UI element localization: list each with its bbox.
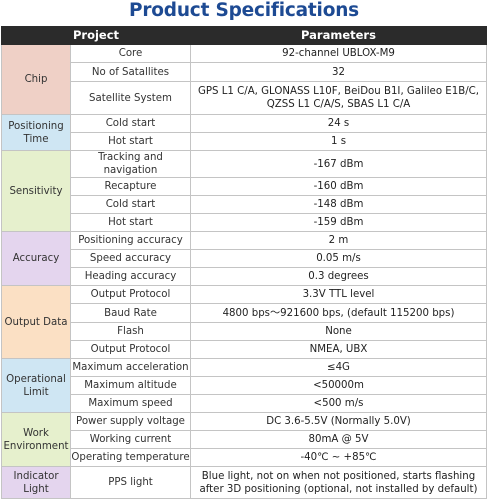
param-label: Recapture (70, 177, 191, 196)
param-value: 92-channel UBLOX-M9 (190, 44, 487, 63)
param-value: -40℃ ~ +85℃ (190, 448, 487, 467)
table-row: Recapture -160 dBm (2, 177, 487, 196)
param-value: 0.3 degrees (190, 267, 487, 286)
table-row: No of Satallites 32 (2, 62, 487, 82)
param-label: No of Satallites (70, 62, 191, 82)
param-label: Baud Rate (70, 303, 191, 323)
param-value: -167 dBm (190, 150, 487, 178)
param-label: Output Protocol (70, 340, 191, 359)
page-title: Product Specifications (129, 0, 359, 21)
table-row: Work Environment Power supply voltage DC… (1, 412, 487, 467)
parameters-header: Parameters (190, 26, 487, 45)
table-row: Hot start -159 dBm (2, 213, 487, 232)
table-row: Indicator Light PPS light Blue light, no… (1, 466, 487, 499)
param-label: PPS light (70, 466, 191, 499)
category-positioning-time: Positioning Time (1, 114, 71, 151)
param-value: <500 m/s (190, 394, 487, 413)
param-label: Hot start (70, 132, 191, 151)
category-work-environment: Work Environment (1, 412, 71, 467)
table-row: Maximum altitude <50000m (2, 376, 487, 395)
param-label: Positioning accuracy (70, 231, 191, 250)
category-accuracy: Accuracy (1, 231, 71, 286)
param-label: Power supply voltage (70, 412, 191, 431)
param-label: Maximum altitude (70, 376, 191, 395)
table-row: Satellite System GPS L1 C/A, GLONASS L10… (2, 81, 487, 115)
param-label: Heading accuracy (70, 267, 191, 286)
param-value: -148 dBm (190, 195, 487, 214)
param-value: 24 s (190, 114, 487, 133)
param-value: 4800 bps～921600 bps, (default 115200 bps… (190, 303, 487, 323)
param-label: Cold start (70, 114, 191, 133)
spec-table: Project Parameters Chip Core 92-channel … (1, 26, 487, 499)
param-value: -159 dBm (190, 213, 487, 232)
param-value: NMEA, UBX (190, 340, 487, 359)
param-value: 0.05 m/s (190, 249, 487, 268)
table-row: Sensitivity Tracking and navigation -167… (1, 150, 487, 232)
param-label: Core (70, 44, 191, 63)
param-value: Blue light, not on when not positioned, … (190, 466, 487, 499)
param-label: Operating temperature (70, 448, 191, 467)
category-output-data: Output Data (1, 285, 71, 359)
param-value: -160 dBm (190, 177, 487, 196)
table-row: Speed accuracy 0.05 m/s (2, 249, 487, 268)
table-row: Heading accuracy 0.3 degrees (2, 267, 487, 286)
table-row: Positioning Time Cold start 24 s (1, 114, 487, 151)
table-row: Flash None (2, 322, 487, 341)
param-label: Output Protocol (70, 285, 191, 304)
param-label: Speed accuracy (70, 249, 191, 268)
param-value: 80mA @ 5V (190, 430, 487, 449)
table-row: Accuracy Positioning accuracy 2 m (1, 231, 487, 286)
param-value: GPS L1 C/A, GLONASS L10F, BeiDou B1I, Ga… (190, 81, 487, 115)
param-label: Maximum speed (70, 394, 191, 413)
param-label: Cold start (70, 195, 191, 214)
table-row: Maximum speed <500 m/s (2, 394, 487, 413)
category-sensitivity: Sensitivity (1, 150, 71, 232)
param-value: None (190, 322, 487, 341)
table-header-row: Project Parameters (1, 26, 487, 45)
param-label: Maximum acceleration (70, 358, 191, 377)
param-label: Working current (70, 430, 191, 449)
category-indicator-light: Indicator Light (1, 466, 71, 499)
table-row: Baud Rate 4800 bps～921600 bps, (default … (2, 303, 487, 323)
table-row: Output Protocol NMEA, UBX (2, 340, 487, 359)
param-value: <50000m (190, 376, 487, 395)
param-label: Hot start (70, 213, 191, 232)
param-value: 3.3V TTL level (190, 285, 487, 304)
param-value: DC 3.6-5.5V (Normally 5.0V) (190, 412, 487, 431)
param-label: Tracking and navigation (70, 150, 191, 178)
table-row: Cold start -148 dBm (2, 195, 487, 214)
table-row: Working current 80mA @ 5V (2, 430, 487, 449)
param-value: 32 (190, 62, 487, 82)
project-header: Project (1, 26, 191, 45)
table-row: Chip Core 92-channel UBLOX-M9 (1, 44, 487, 115)
param-value: 2 m (190, 231, 487, 250)
category-operational-limit: Operational Limit (1, 358, 71, 413)
category-chip: Chip (1, 44, 71, 115)
param-value: ≤4G (190, 358, 487, 377)
table-row: Operating temperature -40℃ ~ +85℃ (2, 448, 487, 467)
table-row: Hot start 1 s (2, 132, 487, 151)
param-value: 1 s (190, 132, 487, 151)
param-label: Flash (70, 322, 191, 341)
param-label: Satellite System (70, 81, 191, 115)
table-row: Output Data Output Protocol 3.3V TTL lev… (1, 285, 487, 359)
table-row: Operational Limit Maximum acceleration ≤… (1, 358, 487, 413)
